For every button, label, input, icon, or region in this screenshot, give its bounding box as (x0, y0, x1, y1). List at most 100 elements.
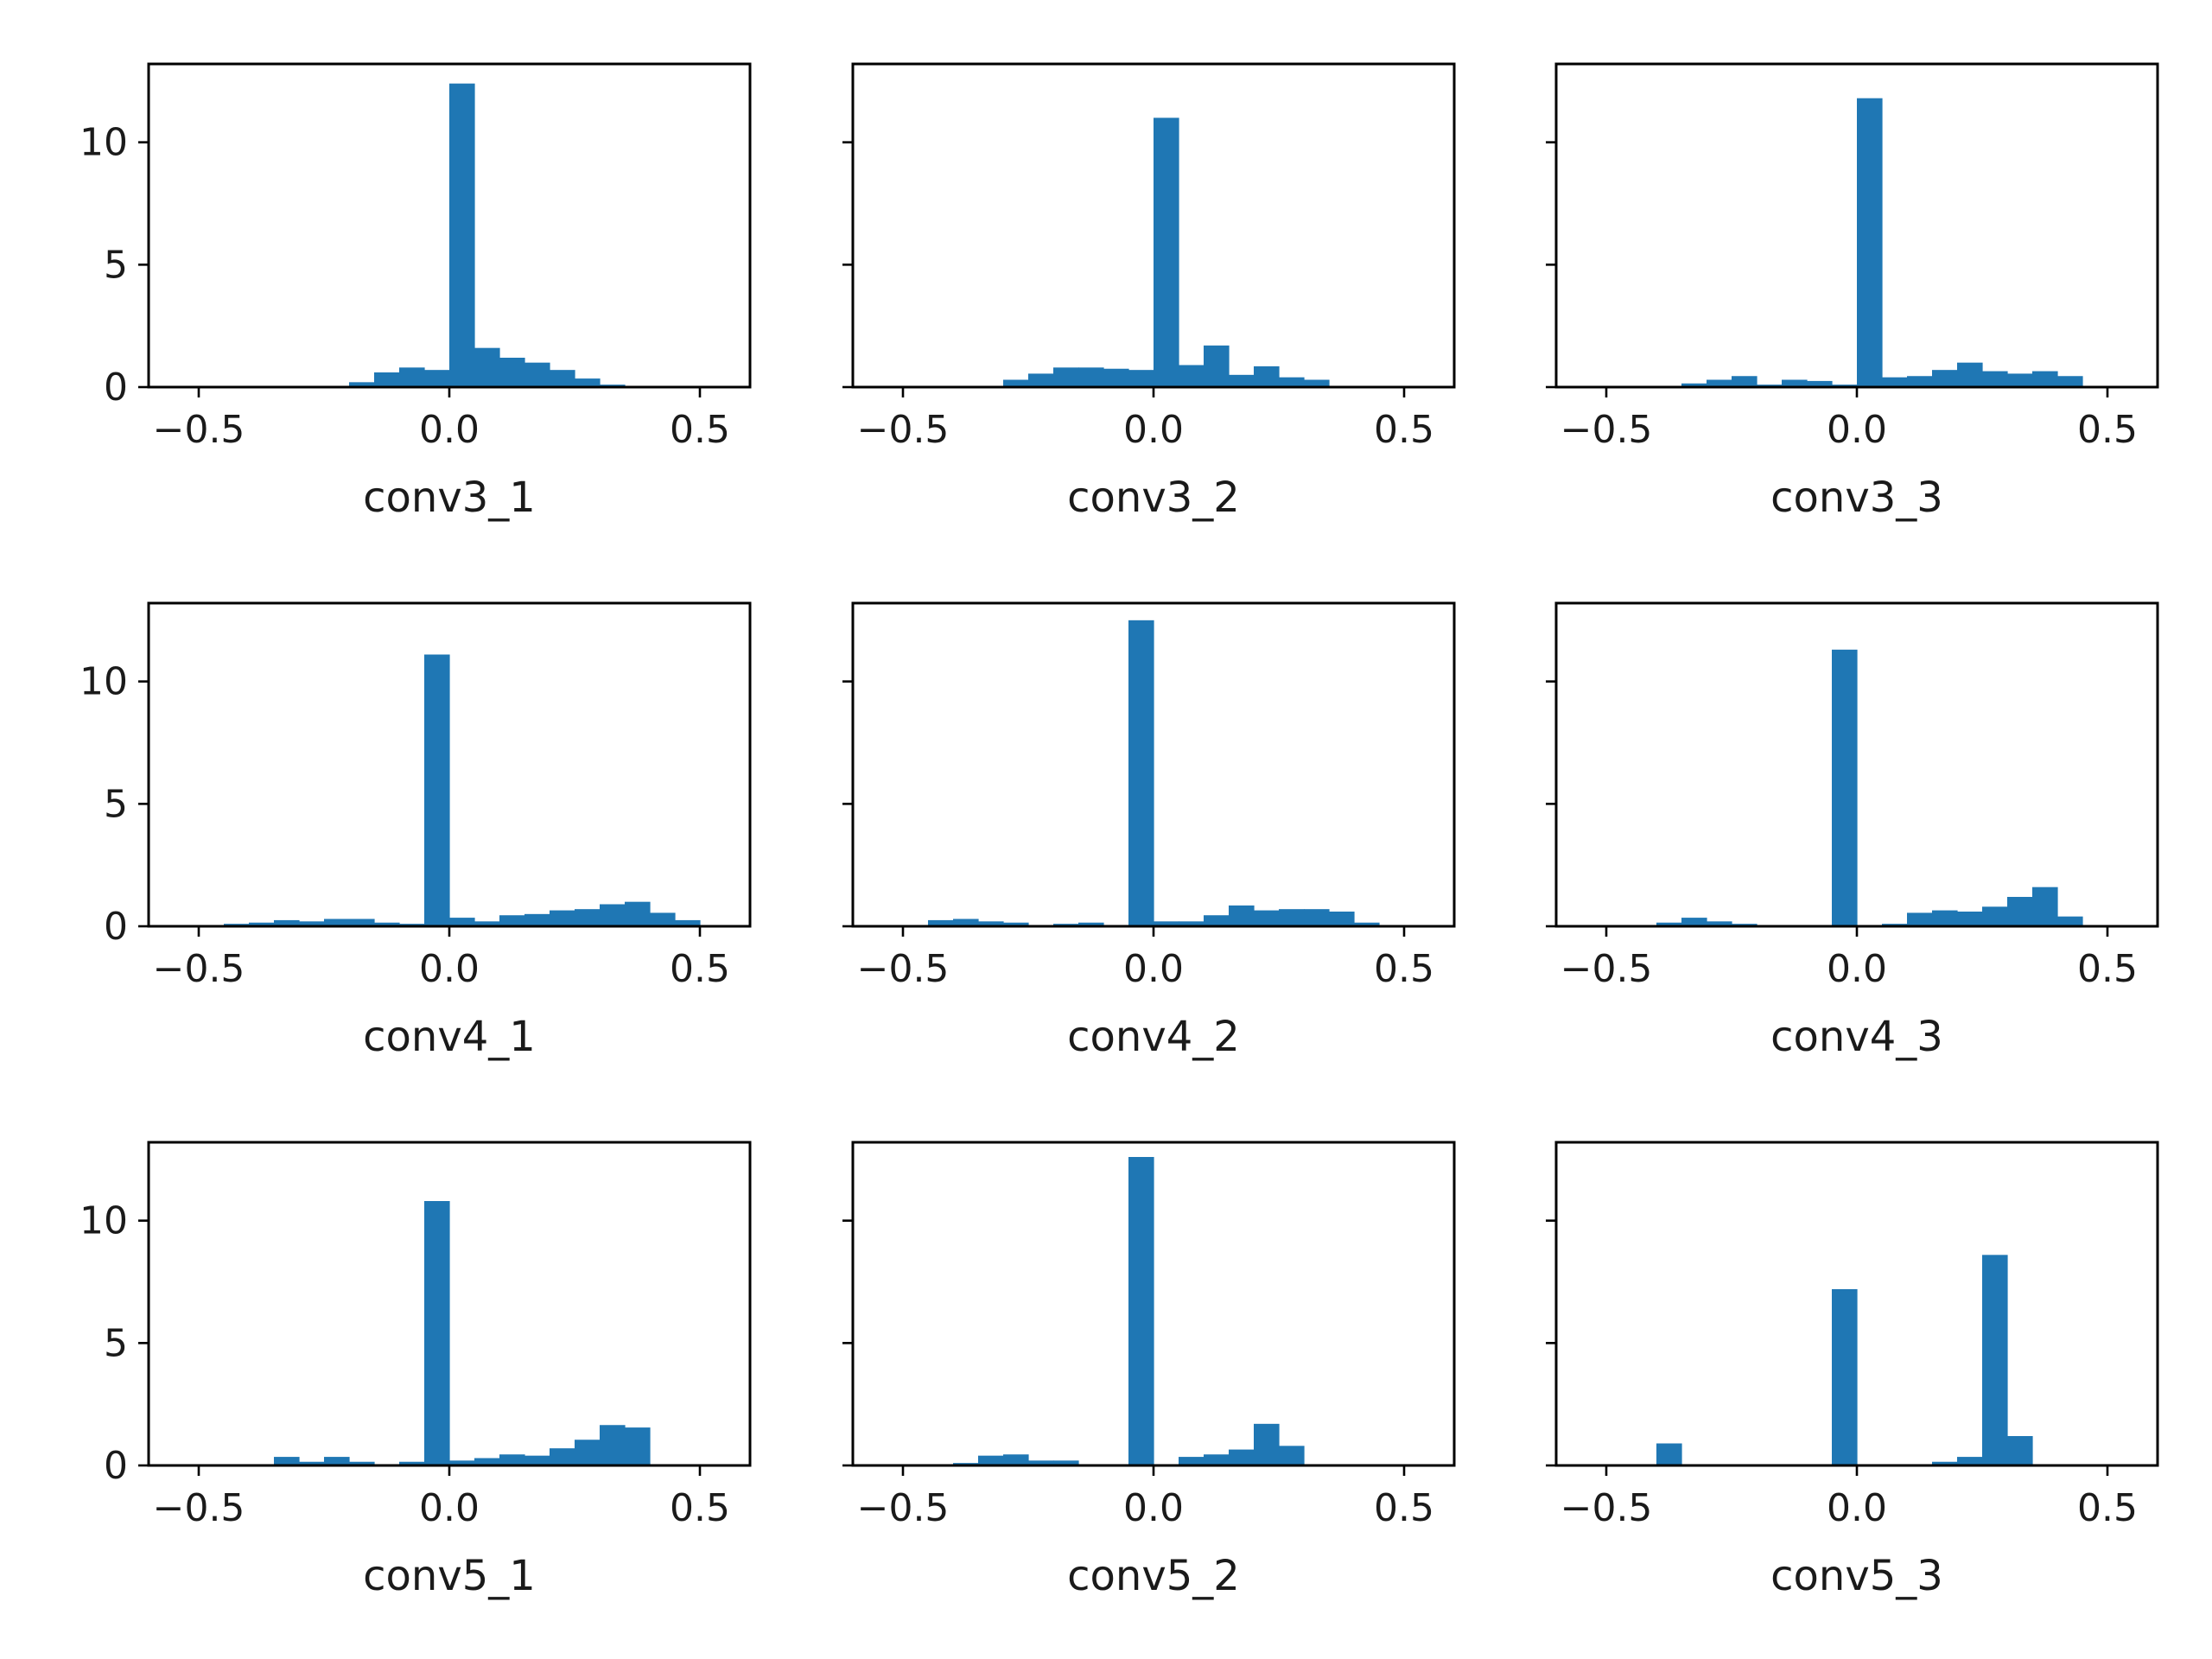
x-tick-label: 0.5 (670, 1486, 730, 1530)
histogram-bar (1982, 371, 2008, 387)
histogram-bar (324, 918, 350, 926)
histogram-bar (1179, 1457, 1205, 1465)
histogram-bar (1128, 370, 1154, 387)
histogram-bar (1254, 910, 1280, 926)
histogram-bar (524, 913, 550, 926)
histogram-bar (1982, 906, 2008, 926)
histogram-bar (1003, 922, 1029, 926)
x-tick-label: 0.5 (670, 947, 730, 991)
x-tick-label: 0.5 (2077, 947, 2138, 991)
histogram-bar (550, 1448, 575, 1465)
histogram-bar (424, 654, 450, 926)
histogram-bar (1907, 912, 1933, 926)
histogram-bar (399, 367, 425, 387)
subplot-conv3-2: −0.5 0.0 0.5 conv3_2 (842, 62, 1456, 522)
histogram-bar (1279, 909, 1305, 926)
histogram-bar (1053, 1460, 1079, 1465)
histogram-bar (2007, 373, 2033, 387)
subplot-conv5-3: −0.5 0.0 0.5 conv5_3 (1546, 1141, 2159, 1600)
histogram-bar (1154, 118, 1179, 388)
x-tick-label: 0.0 (1123, 947, 1184, 991)
histogram-bar (1103, 368, 1129, 387)
x-axis-label: conv5_2 (1067, 1552, 1240, 1600)
histogram-bar (2032, 371, 2058, 387)
y-tick-label: 0 (104, 905, 128, 949)
histogram-bar (575, 909, 601, 926)
histogram-bar (349, 382, 375, 387)
x-axis-label: conv3_2 (1067, 474, 1240, 522)
histogram-bar (1154, 921, 1179, 926)
histogram-bar (1229, 1449, 1255, 1465)
x-tick-label: −0.5 (1560, 947, 1653, 991)
histogram-bar (1932, 370, 1958, 387)
x-axis-label: conv5_3 (1770, 1552, 1943, 1600)
histogram-bar (1957, 1457, 1983, 1465)
y-tick-label: 5 (104, 243, 128, 287)
histogram-bar (1857, 98, 1883, 388)
histogram-bar (499, 915, 525, 926)
y-tick-label: 5 (104, 782, 128, 826)
histogram-bar (1229, 374, 1255, 387)
histogram-bar (1304, 909, 1330, 926)
histogram-bar (424, 370, 450, 387)
histogram-bar (2007, 1436, 2033, 1465)
x-tick-label: −0.5 (857, 947, 950, 991)
histogram-bar (1254, 365, 1280, 387)
histogram-bar (449, 1460, 475, 1465)
x-tick-label: 0.5 (2077, 408, 2138, 452)
histogram-bar (1681, 383, 1707, 387)
histogram-bar (1957, 362, 1983, 387)
histogram-bar (2007, 897, 2033, 926)
histogram-bar (499, 1454, 525, 1465)
y-tick-label: 5 (104, 1321, 128, 1365)
histogram-bar (474, 921, 500, 926)
histogram-bar (1204, 345, 1230, 387)
histogram-bar (1832, 1289, 1858, 1465)
histogram-bar (1179, 365, 1205, 387)
histogram-bar (1028, 373, 1054, 387)
histogram-bar (424, 1201, 450, 1465)
x-tick-label: 0.5 (1374, 947, 1434, 991)
histogram-bar (2032, 887, 2058, 926)
x-tick-label: −0.5 (857, 1486, 950, 1530)
histogram-bar (575, 1440, 601, 1465)
x-tick-label: 0.0 (1123, 408, 1184, 452)
x-tick-label: −0.5 (1560, 1486, 1653, 1530)
histogram-bar (399, 1461, 425, 1465)
histogram-bar (1078, 367, 1104, 387)
y-tick-label: 10 (79, 121, 128, 165)
x-axis-label: conv3_1 (363, 474, 536, 522)
x-tick-label: 0.5 (1374, 408, 1434, 452)
histogram-bar (1304, 379, 1330, 387)
y-tick-label: 10 (79, 1199, 128, 1243)
x-axis-label: conv5_1 (363, 1552, 536, 1600)
histogram-bar (349, 918, 375, 926)
x-tick-label: −0.5 (1560, 408, 1653, 452)
histogram-bar (1681, 918, 1707, 926)
histogram-bar (474, 347, 500, 387)
histogram-bar (1003, 379, 1029, 387)
histogram-bar (1932, 1461, 1958, 1465)
subplot-conv4-3: −0.5 0.0 0.5 conv4_3 (1546, 601, 2159, 1061)
histogram-bar (1053, 367, 1079, 387)
histogram-bar (1179, 921, 1205, 926)
histogram-bar (449, 918, 475, 926)
histogram-bar (1832, 649, 1858, 926)
y-tick-label: 10 (79, 660, 128, 704)
histogram-bar (1254, 1423, 1280, 1465)
histogram-bar (650, 912, 676, 926)
histogram-bar (1128, 1157, 1154, 1465)
histogram-bar (349, 1461, 375, 1465)
x-axis-label: conv4_1 (363, 1013, 536, 1061)
histogram-bar (1229, 905, 1255, 926)
histogram-bar (249, 922, 275, 926)
histogram-bar (1003, 1454, 1029, 1465)
histogram-bar (374, 922, 400, 926)
histogram-bar (928, 919, 954, 926)
x-axis-label: conv4_2 (1067, 1013, 1240, 1061)
histogram-bar (600, 1425, 626, 1465)
x-tick-label: 0.0 (1827, 408, 1887, 452)
histogram-bar (1907, 376, 1933, 387)
x-tick-label: 0.5 (2077, 1486, 2138, 1530)
